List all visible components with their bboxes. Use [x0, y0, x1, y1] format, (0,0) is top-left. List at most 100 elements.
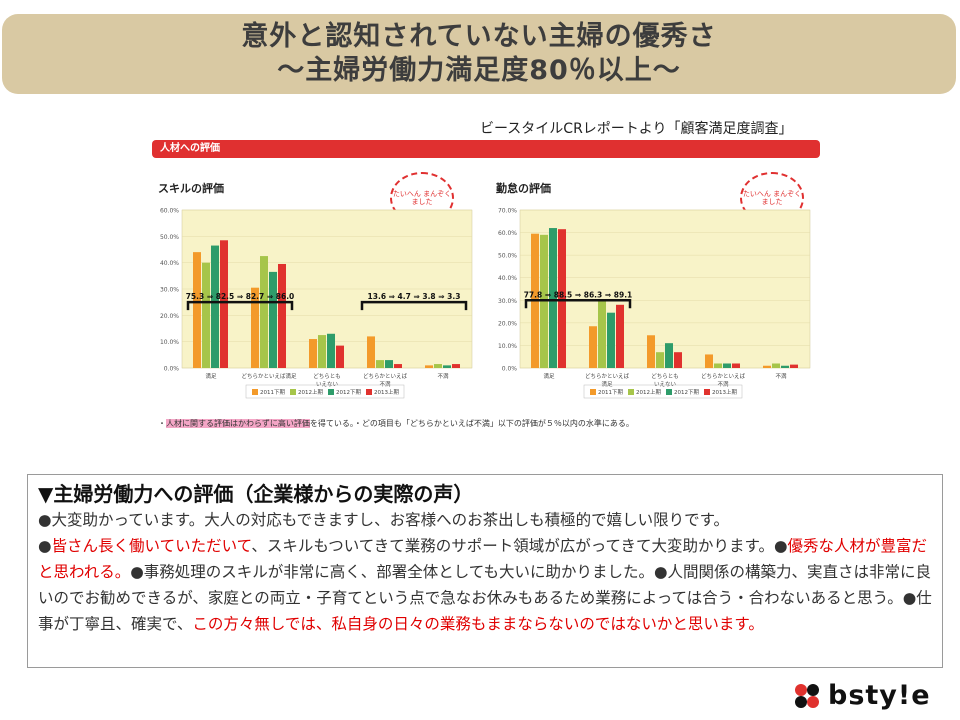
bar [434, 364, 442, 368]
y-tick-label: 0.0% [164, 366, 180, 373]
skill-chart: 0.0% 10.0% 20.0% 30.0% 40.0% 50.0% 60.0% 満足 どちらか… [160, 208, 473, 399]
voice-paragraph: ●皆さん長く働いていただいて、スキルもついてきて業務のサポート領域が広がってきて… [38, 533, 932, 637]
legend-label: 2012上期 [298, 388, 323, 396]
bar [647, 335, 655, 368]
legend-swatch [704, 389, 710, 395]
bar [394, 364, 402, 368]
bar [220, 240, 228, 368]
y-tick-label: 60.0% [160, 208, 179, 215]
legend-swatch [628, 389, 634, 395]
customer-voices-box: ▼主婦労働力への評価（企業様からの実際の声） ●大変助かっています。大人の対応も… [27, 474, 943, 668]
bar [193, 252, 201, 368]
x-tick-label: いえない [654, 381, 677, 388]
legend-swatch [328, 389, 334, 395]
report-footnote: ・人材に関する評価はかわらずに高い評価を得ている。・どの項目も「どちらかといえば… [158, 418, 634, 429]
y-tick-label: 60.0% [498, 230, 517, 237]
attendance-chart: 0.0% 10.0% 20.0% 30.0% 40.0% 50.0% 60.0% 70.0% 満… [498, 208, 811, 399]
voices-title: ▼主婦労働力への評価（企業様からの実際の声） [38, 482, 474, 506]
bar [367, 336, 375, 368]
x-tick-label: 満足 [543, 373, 555, 380]
annotation-bracket [524, 299, 632, 309]
legend-swatch [666, 389, 672, 395]
legend-label: 2011下期 [598, 389, 623, 396]
report-figure: 人材への評価 スキルの評価 たいへん まんぞく ました 0.0% 10.0% 20.… [152, 140, 820, 438]
logo-text: bsty!e [828, 680, 931, 711]
bar [656, 352, 664, 368]
source-note: ビースタイルCRレポートより「顧客満足度調査」 [480, 121, 793, 137]
legend-label: 2012下期 [336, 389, 361, 396]
footnote-rest: を得ている。・どの項目も「どちらかといえば不満」以下の評価が５％以内の水準にある… [309, 419, 634, 428]
voice-highlight: この方々無しでは、私自身の日々の業務もままならないのではないかと思います。 [192, 615, 764, 633]
voice-highlight: 優秀な人材が豊富だと思われる。 [38, 537, 928, 581]
bar [385, 360, 393, 368]
annotation-bracket [360, 300, 468, 311]
x-tick-label: いえない [316, 381, 339, 388]
y-tick-label: 20.0% [498, 320, 517, 327]
legend-swatch [252, 389, 258, 395]
voice-text: 、スキルもついてきて業務のサポート領域が広がってきて大変助かります。● [251, 537, 788, 555]
annotation-label: 13.6 ⇒ 4.7 ⇒ 3.8 ⇒ 3.3 [368, 292, 461, 301]
x-tick-label: 不満 [717, 381, 729, 388]
legend-swatch [366, 389, 372, 395]
x-tick-label: 満足 [601, 381, 613, 388]
bar [589, 326, 597, 368]
legend-swatch [290, 389, 296, 395]
y-tick-label: 70.0% [498, 208, 517, 215]
x-tick-label: 不満 [379, 381, 391, 388]
bar [705, 354, 713, 368]
y-tick-label: 30.0% [498, 298, 517, 305]
footnote-highlight: 人材に関する評価はかわらずに高い評価 [166, 419, 310, 428]
legend-label: 2013上期 [374, 388, 399, 396]
bstyle-logo: bsty!e [792, 680, 931, 711]
legend-frame [583, 384, 743, 399]
bar [327, 333, 335, 368]
chart-title: スキルの評価 [158, 182, 224, 195]
x-tick-label: 不満 [437, 373, 449, 380]
x-tick-label: どちらかといえば満足 [241, 372, 297, 380]
bar [790, 364, 798, 368]
page-title-line2: ～主婦労働力満足度80％以上～ [277, 55, 681, 86]
y-tick-label: 30.0% [160, 287, 179, 294]
logo-mark-icon [795, 683, 819, 708]
y-tick-label: 0.0% [502, 366, 518, 373]
bar [558, 229, 566, 368]
legend-frame [245, 384, 405, 399]
bar [763, 365, 771, 368]
x-tick-label: 満足 [205, 373, 217, 380]
bar [607, 312, 615, 368]
y-tick-label: 50.0% [498, 253, 517, 260]
bar [781, 365, 789, 368]
y-tick-label: 40.0% [498, 275, 517, 282]
x-tick-label: どちらかといえば [585, 372, 630, 380]
bar [425, 365, 433, 368]
title-banner: 意外と認知されていない主婦の優秀さ ～主婦労働力満足度80％以上～ [2, 14, 956, 94]
bar [336, 345, 344, 368]
y-tick-label: 10.0% [160, 339, 179, 346]
bar [732, 363, 740, 368]
x-tick-label: どちらとも [313, 372, 341, 380]
x-tick-label: 不満 [775, 373, 787, 380]
bar [251, 287, 259, 368]
bar [723, 363, 731, 368]
annotation-bracket [186, 300, 294, 311]
report-banner: 人材への評価 [152, 140, 820, 158]
voices-body: ●大変助かっています。大人の対応もできますし、お客様へのお茶出しも積極的で嬉しい… [38, 507, 932, 637]
x-tick-label: どちらかといえば [701, 372, 746, 380]
bar [309, 339, 317, 368]
page-title-line1: 意外と認知されていない主婦の優秀さ [241, 21, 717, 52]
chart-panel-attendance: 勤怠の評価 たいへん まんぞく ました 0.0% 10.0% 20.0% 30.0% 4… [490, 170, 820, 410]
legend-swatch [590, 389, 596, 395]
annotation-label: 75.3 ⇒ 82.5 ⇒ 82.7 ⇒ 86.0 [186, 292, 295, 301]
legend-label: 2011下期 [260, 389, 285, 396]
legend-label: 2012上期 [636, 388, 661, 396]
bar [443, 365, 451, 368]
chart-panel-skill: スキルの評価 たいへん まんぞく ました 0.0% 10.0% 20.0% 30.0%… [152, 170, 482, 410]
bar [211, 245, 219, 368]
bar [260, 256, 268, 368]
x-tick-label: どちらかといえば [363, 372, 408, 380]
voice-highlight: 皆さん長く働いていただいて [51, 537, 252, 555]
annotation-label: 77.8 ⇒ 88.5 ⇒ 86.3 ⇒ 89.1 [524, 290, 633, 299]
bar [674, 352, 682, 368]
bar [772, 363, 780, 368]
footnote-bullet: ・ [158, 419, 166, 428]
